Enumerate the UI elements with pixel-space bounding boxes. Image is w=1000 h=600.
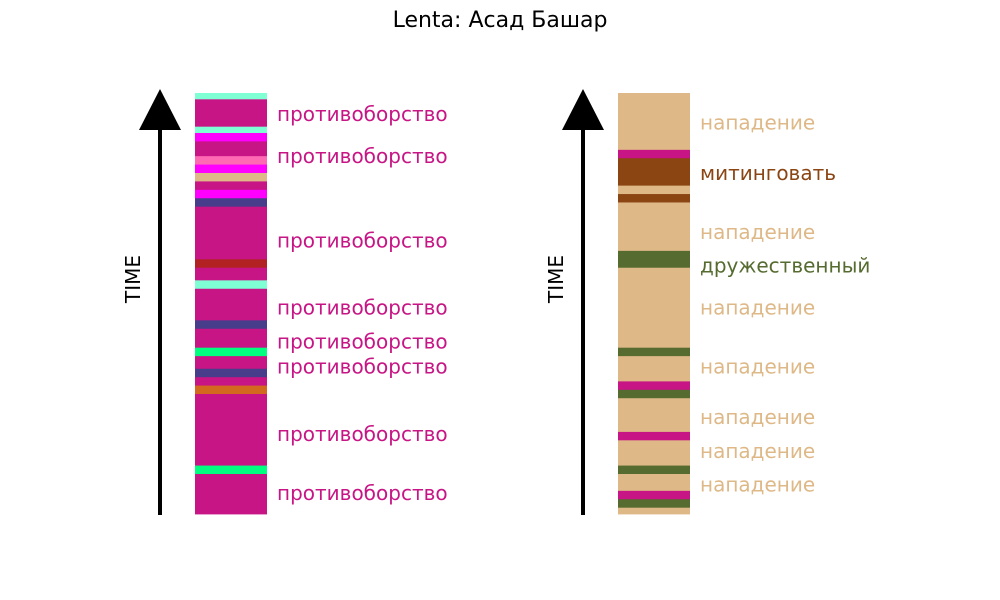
time-axis-arrowhead	[139, 89, 181, 130]
timeline-segment	[618, 356, 690, 382]
timeline-segment	[618, 194, 690, 203]
timeline-segment	[618, 440, 690, 466]
segment-label: нападение	[700, 355, 815, 379]
timeline-segment	[618, 507, 690, 515]
segment-label: противоборство	[277, 296, 448, 320]
timeline-segment	[618, 474, 690, 492]
segment-label: дружественный	[700, 254, 870, 278]
segment-label: противоборство	[277, 102, 448, 126]
timeline-segment	[618, 347, 690, 357]
timeline-segment	[195, 259, 267, 269]
timeline-segment	[195, 198, 267, 208]
timeline-segment	[195, 377, 267, 386]
timeline-segment	[618, 250, 690, 269]
timeline-segment	[618, 202, 690, 252]
timeline-segment	[618, 185, 690, 195]
timeline-segment	[195, 347, 267, 357]
segment-label: нападение	[700, 405, 815, 429]
timeline-segment	[618, 267, 690, 349]
segment-label: нападение	[700, 111, 815, 135]
timeline-segment	[195, 181, 267, 191]
timeline-segment	[195, 474, 267, 515]
timeline-segment	[195, 156, 267, 165]
segment-label: митинговать	[700, 161, 836, 185]
timeline-segment	[195, 133, 267, 142]
segment-label: противоборство	[277, 144, 448, 168]
timeline-segment	[618, 149, 690, 159]
timeline-segment	[195, 288, 267, 321]
timeline-segment	[195, 141, 267, 157]
timeline-segment	[618, 93, 690, 151]
timeline-segment	[195, 280, 267, 290]
timeline-segment	[618, 389, 690, 399]
timeline-segment	[195, 172, 267, 182]
timeline-segment	[195, 93, 267, 100]
timeline-segment	[195, 465, 267, 475]
timeline-segment	[618, 381, 690, 391]
timeline-segment	[195, 356, 267, 370]
segment-label: нападение	[700, 439, 815, 463]
timeline-segment	[618, 465, 690, 475]
timeline-segment	[195, 126, 267, 134]
segment-label: противоборство	[277, 481, 448, 505]
timeline-segment	[618, 158, 690, 187]
timeline-segment	[195, 320, 267, 330]
time-axis-arrowhead	[562, 89, 604, 130]
chart-title: Lenta: Асад Башар	[392, 8, 608, 33]
timeline-segment	[618, 490, 690, 500]
time-axis-label: TIME	[544, 255, 568, 304]
timeline-segment	[195, 99, 267, 128]
timeline-segment	[195, 164, 267, 174]
timeline-segment	[195, 328, 267, 349]
timeline-segment	[195, 267, 267, 281]
timeline-segment	[618, 431, 690, 441]
timeline-segment	[618, 499, 690, 509]
segment-label: противоборство	[277, 228, 448, 252]
timeline-segment	[195, 206, 267, 260]
segment-label: нападение	[700, 220, 815, 244]
segment-label: нападение	[700, 296, 815, 320]
timeline-segment	[195, 189, 267, 199]
timeline-segment	[195, 385, 267, 395]
timeline-segment	[618, 398, 690, 433]
segment-label: противоборство	[277, 422, 448, 446]
time-axis-label: TIME	[121, 255, 145, 304]
timeline-segment	[195, 368, 267, 378]
segment-label: нападение	[700, 473, 815, 497]
timeline-segment	[195, 394, 267, 466]
segment-label: противоборство	[277, 329, 448, 353]
segment-label: противоборство	[277, 355, 448, 379]
